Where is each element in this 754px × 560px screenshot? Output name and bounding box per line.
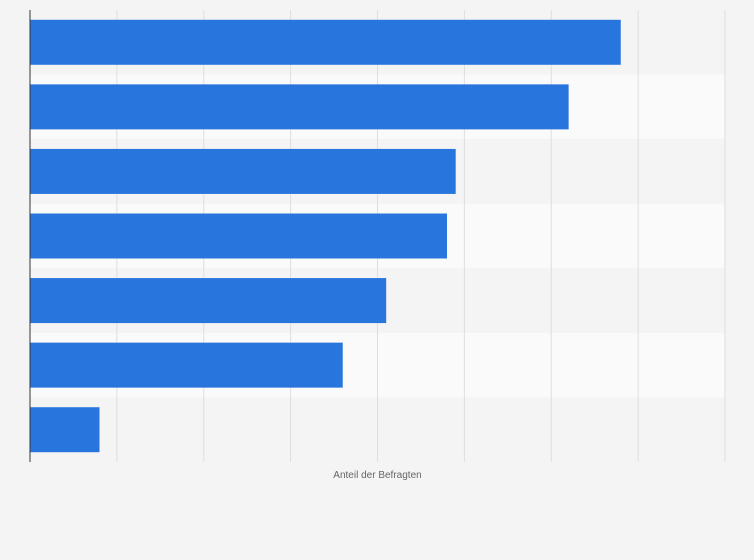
bar[interactable] [30,342,343,388]
bar[interactable] [30,148,456,194]
bar[interactable] [30,213,447,259]
bar[interactable] [30,84,569,130]
x-axis-title: Anteil der Befragten [333,470,421,481]
bar[interactable] [30,407,100,453]
bars [30,19,621,453]
bar[interactable] [30,19,621,65]
bar[interactable] [30,278,387,324]
